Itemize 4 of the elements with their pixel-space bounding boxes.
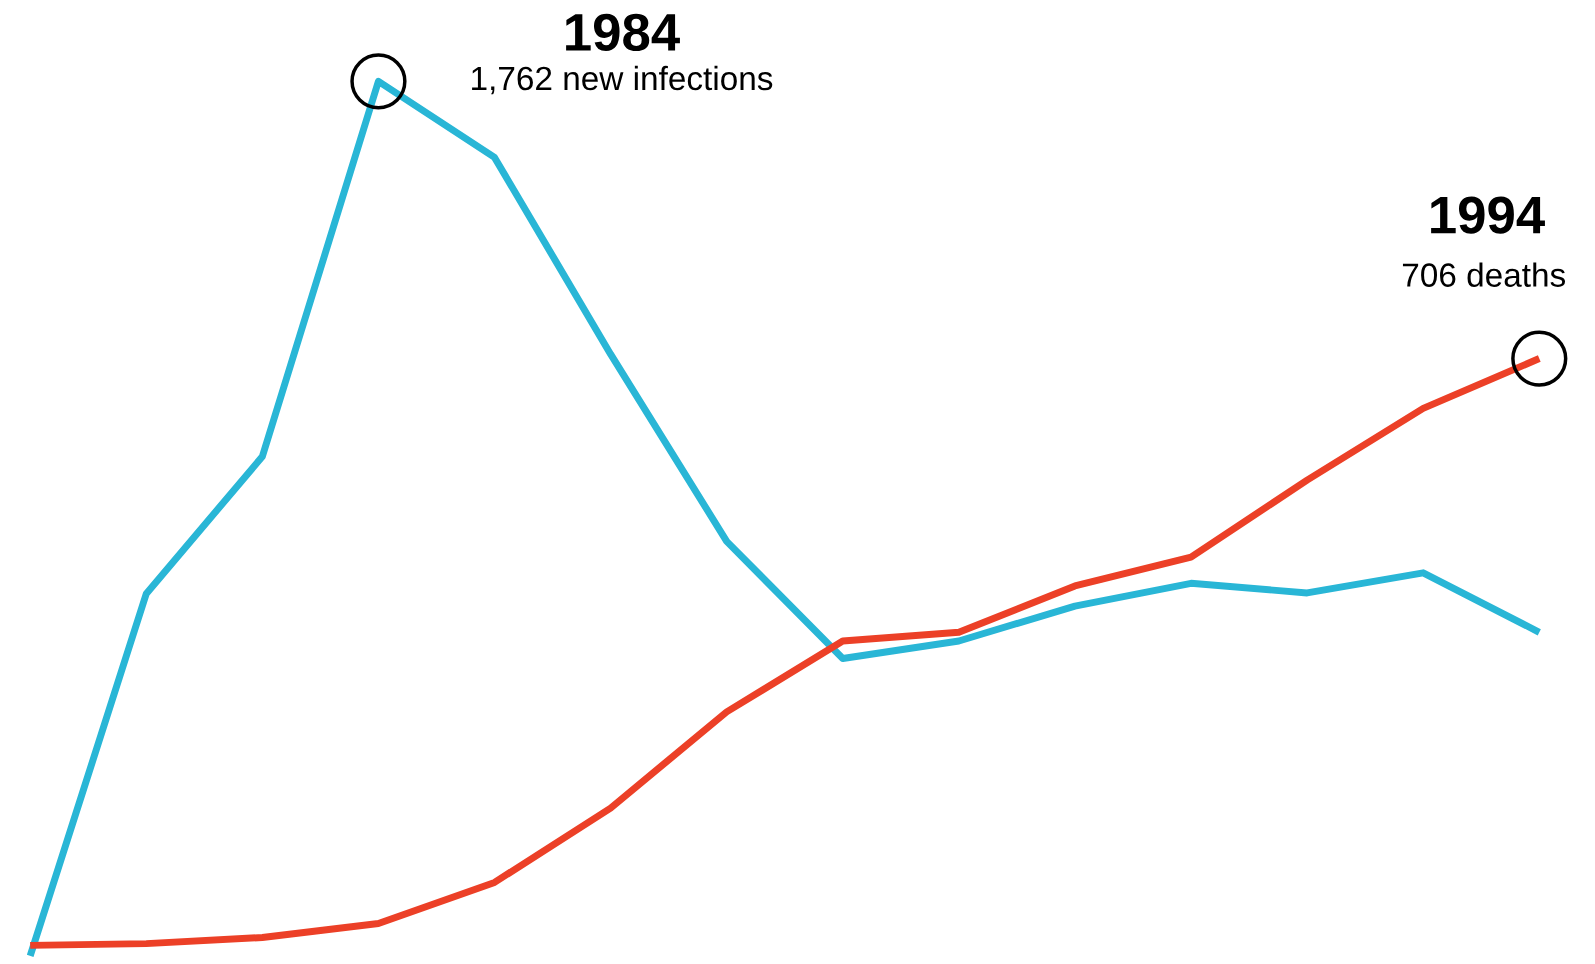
annotation: 706 deaths	[1402, 262, 1566, 287]
text: 1984	[566, 13, 680, 52]
annotation: 1,762 new infections	[472, 65, 773, 95]
annotation: 1994	[1431, 196, 1545, 234]
